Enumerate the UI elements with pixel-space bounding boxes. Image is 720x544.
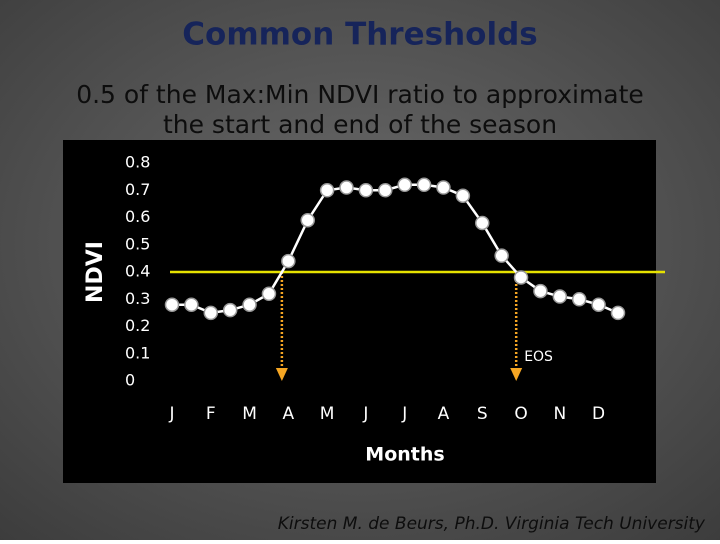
x-tick-label: A (438, 404, 450, 424)
y-tick-label: 0 (125, 371, 135, 390)
data-point (203, 305, 219, 321)
data-point (494, 248, 509, 263)
y-tick-label: 0.1 (125, 343, 150, 362)
data-point (358, 183, 374, 198)
subtitle: 0.5 of the Max:Min NDVI ratio to approxi… (76, 80, 644, 109)
footer: Kirsten M. de Beurs, Ph.D. Virginia Tech… (278, 514, 706, 534)
data-point (300, 212, 315, 228)
y-tick-label: 0.4 (125, 262, 150, 281)
title: Common Thresholds (182, 17, 537, 53)
y-tick-label: 0.3 (125, 289, 150, 308)
data-point (281, 253, 296, 269)
x-tick-label: O (514, 404, 527, 424)
data-point (242, 297, 257, 312)
x-tick-label: N (553, 404, 566, 424)
y-tick-label: 0.6 (125, 207, 150, 226)
x-tick-label: J (401, 404, 407, 424)
x-axis-label: Months (365, 444, 444, 466)
data-point (397, 177, 412, 193)
x-tick-label: J (168, 404, 174, 424)
data-point (339, 180, 354, 195)
x-tick-label: A (283, 404, 295, 424)
x-tick-label: S (477, 404, 488, 424)
x-tick-label: J (362, 404, 368, 424)
arrow-head (275, 368, 288, 381)
data-point (164, 297, 180, 312)
x-tick-label: M (320, 404, 335, 424)
data-point (591, 297, 606, 312)
annotation: EOS (524, 349, 553, 365)
data-point (475, 215, 490, 231)
data-point (184, 297, 199, 312)
y-tick-label: 0.7 (125, 180, 150, 199)
data-point (610, 305, 626, 321)
data-point (533, 283, 548, 299)
data-point (378, 183, 393, 198)
subtitle: the start and end of the season (163, 110, 557, 139)
data-point (416, 177, 432, 193)
data-point (552, 289, 568, 304)
arrow-head (510, 368, 523, 381)
data-point (222, 302, 238, 318)
y-tick-label: 0.8 (125, 153, 150, 172)
y-axis-label: NDVI (83, 241, 108, 303)
data-point (571, 292, 587, 307)
plot-panel (63, 140, 656, 483)
data-point (513, 270, 529, 285)
x-tick-label: M (242, 404, 257, 424)
x-tick-label: F (206, 404, 216, 424)
data-point (436, 180, 451, 195)
y-tick-label: 0.5 (125, 234, 150, 253)
data-point (319, 183, 335, 198)
data-point (455, 188, 471, 203)
y-tick-label: 0.2 (125, 316, 150, 335)
data-point (261, 286, 277, 302)
x-tick-label: D (592, 404, 605, 424)
